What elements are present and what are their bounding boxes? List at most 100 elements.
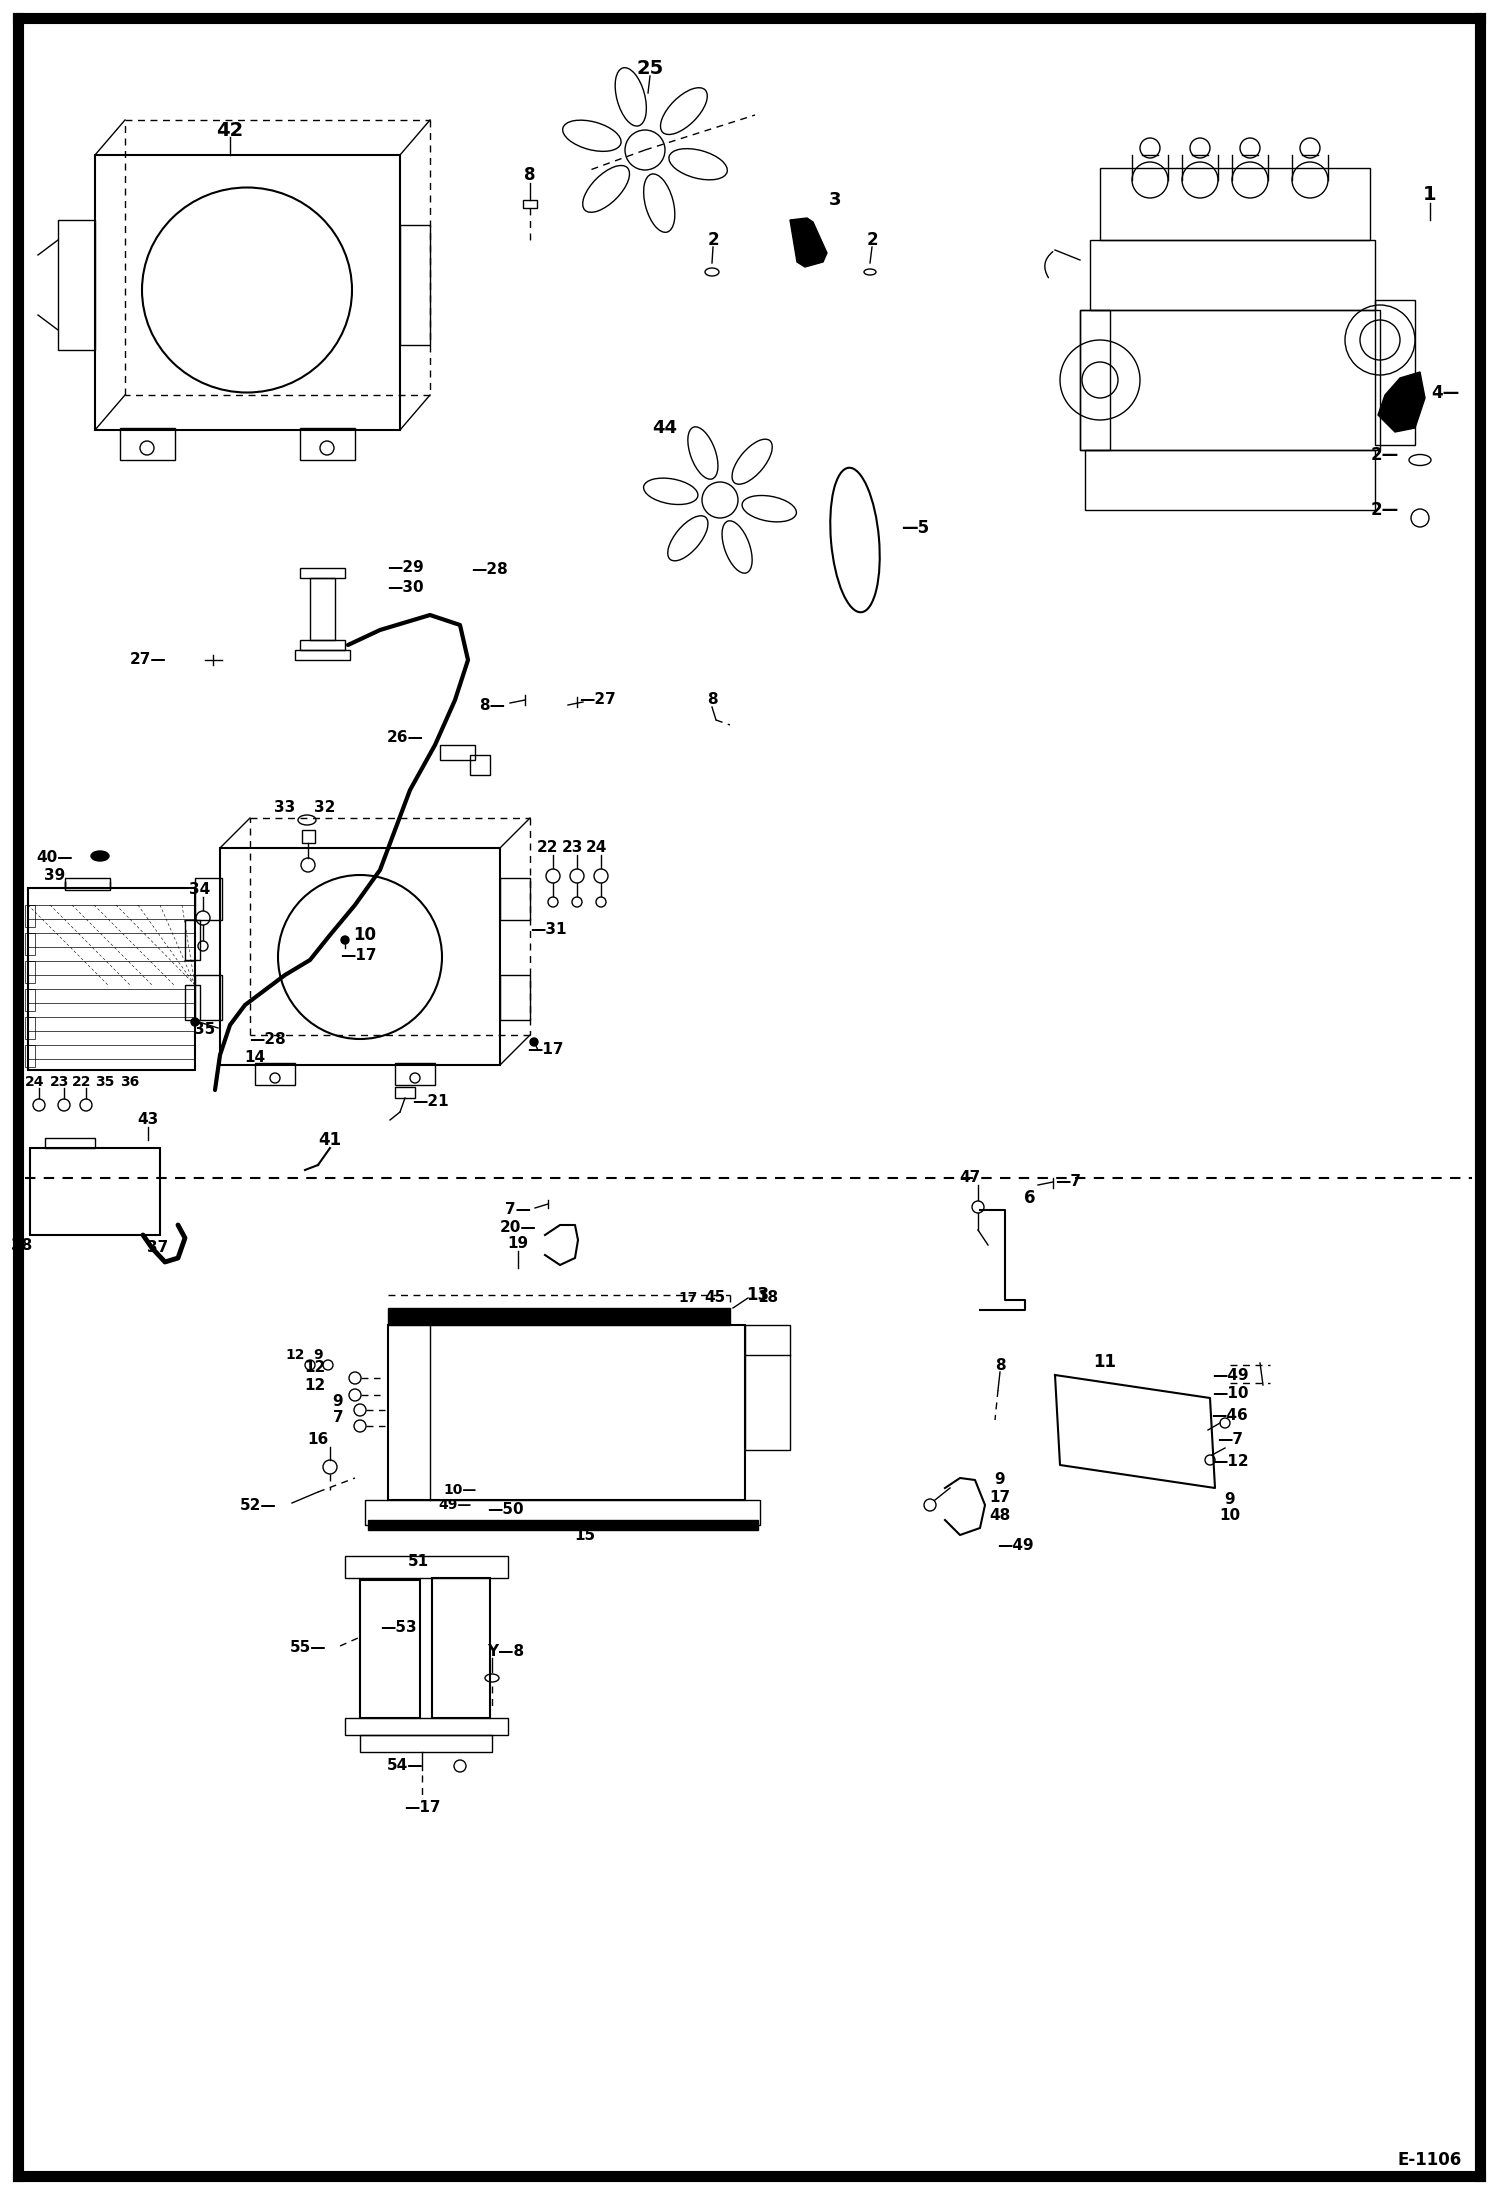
Bar [28,889,195,1071]
Bar [500,878,530,919]
Bar [120,428,175,461]
Bar [255,1064,295,1086]
Bar [45,1139,94,1147]
Bar [25,904,34,928]
Bar [25,1018,34,1040]
Bar [25,961,34,983]
Text: 13: 13 [746,1286,770,1303]
Text: —27: —27 [580,693,616,706]
Text: Y—8: Y—8 [487,1646,524,1659]
Text: 39: 39 [45,869,66,884]
Text: 35: 35 [195,1022,216,1038]
Text: 4—: 4— [1431,384,1459,402]
Text: —17: —17 [404,1801,440,1814]
Text: 54—: 54— [386,1757,424,1773]
Text: 12: 12 [304,1378,325,1393]
Text: 24: 24 [25,1075,45,1088]
Circle shape [530,1038,538,1047]
Bar [300,568,345,577]
Bar [395,1064,434,1086]
Ellipse shape [668,516,709,562]
Bar [195,974,222,1020]
Text: 1: 1 [1423,186,1437,204]
Text: 20—: 20— [500,1220,536,1235]
Text: 15: 15 [574,1527,596,1542]
Bar [1375,301,1416,445]
Text: 24: 24 [586,840,607,856]
Bar [184,985,201,1020]
Text: 9: 9 [333,1395,343,1409]
Text: —49: —49 [996,1538,1034,1553]
Bar [500,974,530,1020]
Text: —29: —29 [386,559,424,575]
Polygon shape [1378,373,1425,432]
Text: 19: 19 [508,1237,529,1251]
Ellipse shape [722,520,752,573]
Bar [400,226,430,344]
Bar [360,1735,491,1753]
Text: 22: 22 [538,840,559,856]
Text: 40—: 40— [36,851,73,864]
Circle shape [342,937,349,943]
Text: —17: —17 [527,1042,563,1058]
Text: 2: 2 [707,230,719,248]
Text: 8: 8 [707,693,718,706]
Text: 33: 33 [274,801,295,816]
Text: —12: —12 [1212,1455,1248,1470]
Text: 2—: 2— [1371,500,1399,520]
Ellipse shape [644,478,698,505]
Text: 14: 14 [244,1051,265,1066]
Text: —50: —50 [487,1503,523,1518]
Text: 48: 48 [989,1509,1011,1523]
Ellipse shape [742,496,797,522]
Text: 9: 9 [995,1472,1005,1488]
Text: 42: 42 [216,121,244,140]
Text: E-1106: E-1106 [1398,2150,1462,2170]
Text: 38: 38 [12,1237,33,1253]
Text: —49: —49 [1212,1367,1248,1382]
Bar [745,1325,789,1450]
Text: 10: 10 [354,926,376,943]
Bar [1080,309,1380,450]
Text: 17: 17 [990,1490,1011,1505]
Text: 55—: 55— [289,1641,327,1656]
Polygon shape [369,1520,758,1529]
Text: —7: —7 [1216,1433,1243,1448]
Text: 34: 34 [189,882,211,897]
Bar [366,1501,759,1525]
Bar [440,746,475,759]
Ellipse shape [670,149,728,180]
Bar [184,919,201,961]
Text: 9: 9 [1225,1492,1236,1507]
Bar [25,1044,34,1066]
Text: —5: —5 [900,520,929,538]
Ellipse shape [91,851,109,860]
Text: 8—: 8— [479,698,505,713]
Bar [195,878,222,919]
Text: 10—: 10— [443,1483,476,1496]
Text: —28: —28 [249,1033,286,1047]
Ellipse shape [616,68,646,125]
Text: 2—: 2— [1371,445,1399,463]
Text: 25: 25 [637,59,664,77]
Text: 12: 12 [285,1347,304,1362]
Text: 47: 47 [959,1172,981,1185]
Text: 9: 9 [313,1347,322,1362]
Text: 35: 35 [96,1075,115,1088]
Bar [395,1086,415,1097]
Bar [94,156,400,430]
Text: —10: —10 [1212,1384,1248,1400]
Text: 6: 6 [1025,1189,1035,1207]
Bar [300,428,355,461]
Text: 45: 45 [704,1290,725,1305]
Text: 27—: 27— [130,652,166,667]
Ellipse shape [644,173,674,233]
Text: 23: 23 [51,1075,70,1088]
Bar [523,200,536,208]
Text: 37: 37 [147,1240,169,1255]
Bar [431,1577,490,1718]
Text: 7: 7 [333,1411,343,1426]
Ellipse shape [661,88,707,134]
Bar [388,1325,745,1501]
Ellipse shape [688,428,718,478]
